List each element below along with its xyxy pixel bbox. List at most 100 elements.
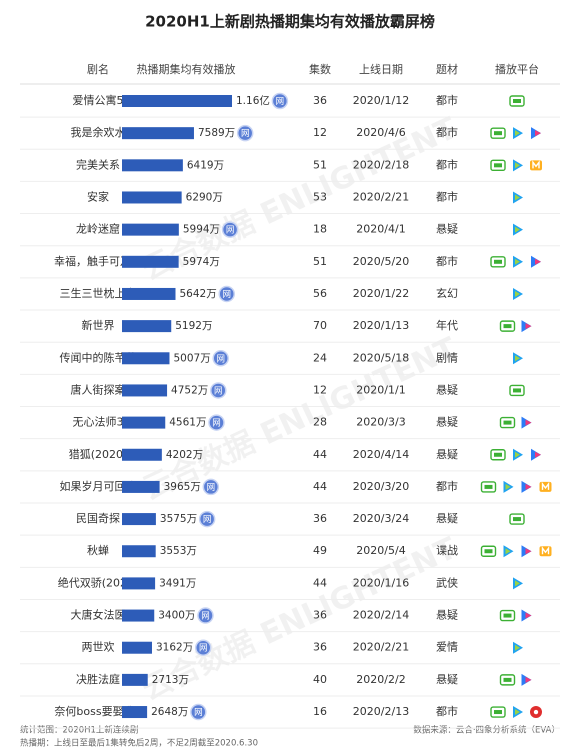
episodes: 36 bbox=[313, 94, 327, 107]
bar bbox=[122, 320, 172, 333]
web-badge bbox=[202, 478, 220, 496]
footnote: 热播期：上线日至最后1集转免后2周，不足2周截至2020.6.30 bbox=[20, 738, 258, 749]
bar bbox=[122, 95, 232, 107]
release-date: 2020/1/22 bbox=[353, 287, 409, 300]
release-date: 2020/4/6 bbox=[356, 126, 405, 139]
bar bbox=[122, 641, 152, 654]
icon-shape bbox=[515, 580, 520, 587]
icon-shape bbox=[484, 549, 493, 554]
platform-icon bbox=[531, 448, 541, 461]
icon-shape bbox=[515, 709, 520, 716]
episodes: 28 bbox=[313, 416, 327, 429]
icon-shape bbox=[494, 259, 502, 264]
value-label: 5994万 bbox=[183, 224, 220, 236]
episodes: 36 bbox=[313, 512, 327, 525]
genre: 悬疑 bbox=[436, 609, 458, 622]
episodes: 40 bbox=[313, 673, 327, 686]
platform-icon bbox=[499, 320, 516, 332]
episodes: 53 bbox=[313, 190, 327, 203]
episodes: 51 bbox=[313, 158, 327, 171]
release-date: 2020/2/21 bbox=[353, 190, 409, 203]
genre: 都市 bbox=[436, 189, 458, 203]
bar bbox=[122, 577, 156, 590]
genre: 都市 bbox=[436, 479, 458, 493]
drama-name: 民国奇探 bbox=[76, 512, 120, 525]
drama-name: 秋蝉 bbox=[87, 543, 109, 557]
episodes: 18 bbox=[313, 223, 327, 236]
episodes: 36 bbox=[313, 609, 327, 622]
icon-shape bbox=[513, 99, 521, 103]
icon-shape bbox=[515, 451, 520, 458]
platform-icon bbox=[531, 127, 541, 140]
drama-name: 安家 bbox=[87, 189, 109, 203]
platform-icon bbox=[509, 95, 525, 107]
icon-shape bbox=[515, 130, 520, 137]
bar bbox=[122, 159, 183, 172]
drama-name: 幸福，触手可及！ bbox=[54, 254, 142, 268]
web-badge-text: 网 bbox=[226, 226, 235, 236]
web-badge-text: 网 bbox=[203, 515, 212, 525]
platform-icon bbox=[539, 481, 552, 492]
icon-shape bbox=[503, 613, 512, 618]
episodes: 44 bbox=[313, 480, 327, 493]
drama-name: 猎狐(2020) bbox=[69, 447, 128, 461]
bar bbox=[122, 191, 182, 204]
drama-name: 两世欢 bbox=[82, 640, 115, 654]
platform-icon bbox=[513, 706, 523, 719]
web-badge-text: 网 bbox=[216, 354, 225, 364]
icon-shape bbox=[541, 546, 550, 555]
platform-icon bbox=[499, 416, 516, 429]
footnote: 统计范围：2020H1上新连续剧 bbox=[20, 725, 138, 736]
release-date: 2020/3/3 bbox=[356, 416, 405, 429]
platform-icon bbox=[480, 545, 497, 557]
platform-icon bbox=[490, 127, 506, 139]
platform-icon bbox=[530, 160, 542, 171]
platform-icon bbox=[531, 255, 541, 268]
icon-shape bbox=[515, 258, 520, 265]
genre: 年代 bbox=[436, 318, 458, 332]
value-label: 2713万 bbox=[152, 674, 189, 686]
genre: 武侠 bbox=[436, 576, 458, 589]
release-date: 2020/1/13 bbox=[353, 319, 409, 332]
column-header: 播放平台 bbox=[495, 62, 539, 76]
platform-icon bbox=[513, 127, 523, 140]
value-label: 4202万 bbox=[166, 449, 203, 461]
platform-icon bbox=[513, 255, 523, 268]
value-label: 1.16亿 bbox=[236, 94, 270, 107]
value-label: 4752万 bbox=[171, 384, 208, 396]
source: 数据来源：云合·四象分析系统（EVA） bbox=[413, 725, 560, 736]
value-label: 3575万 bbox=[160, 513, 197, 525]
platform-icon bbox=[503, 545, 514, 558]
value-label: 6290万 bbox=[186, 191, 223, 203]
episodes: 16 bbox=[313, 705, 327, 718]
genre: 都市 bbox=[436, 704, 458, 718]
value-label: 3400万 bbox=[158, 610, 195, 622]
episodes: 12 bbox=[313, 126, 327, 139]
drama-name: 唐人街探案 bbox=[71, 382, 126, 396]
web-badge-text: 网 bbox=[222, 290, 231, 300]
platform-icon bbox=[513, 223, 523, 236]
bar bbox=[122, 384, 168, 397]
genre: 都市 bbox=[436, 93, 458, 107]
release-date: 2020/2/18 bbox=[353, 158, 409, 171]
platform-icon bbox=[513, 577, 523, 590]
icon-shape bbox=[503, 420, 512, 425]
value-label: 6419万 bbox=[187, 159, 224, 171]
icon-shape bbox=[525, 483, 532, 490]
drama-name: 如果岁月可回头 bbox=[60, 479, 137, 493]
value-label: 5192万 bbox=[175, 320, 212, 332]
release-date: 2020/1/16 bbox=[353, 576, 409, 589]
value-label: 3965万 bbox=[164, 481, 201, 493]
icon-shape bbox=[525, 419, 532, 426]
column-header: 热播期集均有效播放 bbox=[137, 62, 236, 76]
icon-shape bbox=[515, 226, 520, 233]
drama-name: 传闻中的陈芊芊 bbox=[60, 350, 137, 364]
platform-icon bbox=[530, 706, 542, 719]
web-badge-text: 网 bbox=[241, 129, 250, 139]
genre: 爱情 bbox=[436, 641, 458, 654]
platform-icon bbox=[490, 159, 506, 172]
episodes: 36 bbox=[313, 641, 327, 654]
web-badge bbox=[198, 510, 216, 528]
genre: 都市 bbox=[436, 254, 458, 268]
